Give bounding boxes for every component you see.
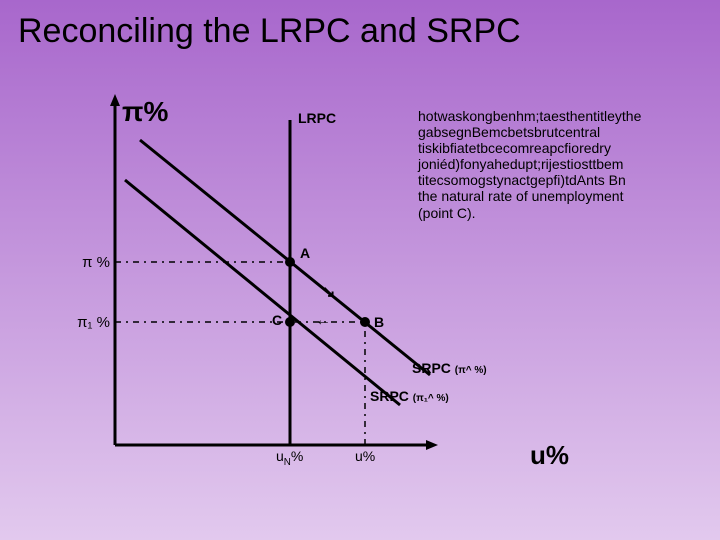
lrpc-label: LRPC [298,110,336,126]
point-b [360,317,370,327]
x-axis-label: u% [530,440,569,471]
y-axis-arrow [110,94,120,106]
x-axis-arrow [426,440,438,450]
srpc-upper-line [140,140,430,375]
arrow-left-icon: ← [315,312,331,330]
slide-title: Reconciling the LRPC and SRPC [18,12,521,51]
slide: Reconciling the LRPC and SRPC π% [0,0,720,540]
explanation-text: hotwaskongbenhm;taesthentitleythe gabseg… [418,108,648,221]
point-b-label: B [374,314,384,330]
chart-svg [60,90,440,470]
tick-pi: π % [70,254,110,271]
phillips-chart: π% π % π₁ % uN% u% LRPC A B C ↘ ← [60,90,440,470]
y-axis-label: π% [122,96,168,128]
point-a [285,257,295,267]
tick-u: u% [355,448,375,464]
srpc-lower-label: SRPC (π₁^ %) [370,388,449,404]
arrow-down-right-icon: ↘ [322,282,335,302]
point-c [285,317,295,327]
point-c-label: C [272,312,282,328]
srpc-upper-label: SRPC (π^ %) [412,360,487,376]
tick-pi1: π₁ % [64,314,110,331]
point-a-label: A [300,245,310,261]
srpc-lower-line [125,180,400,405]
tick-un: uN% [276,448,303,468]
